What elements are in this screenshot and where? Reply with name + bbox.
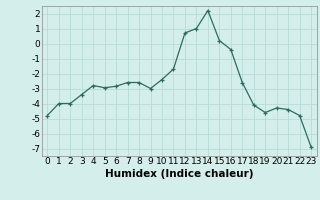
X-axis label: Humidex (Indice chaleur): Humidex (Indice chaleur) [105, 169, 253, 179]
